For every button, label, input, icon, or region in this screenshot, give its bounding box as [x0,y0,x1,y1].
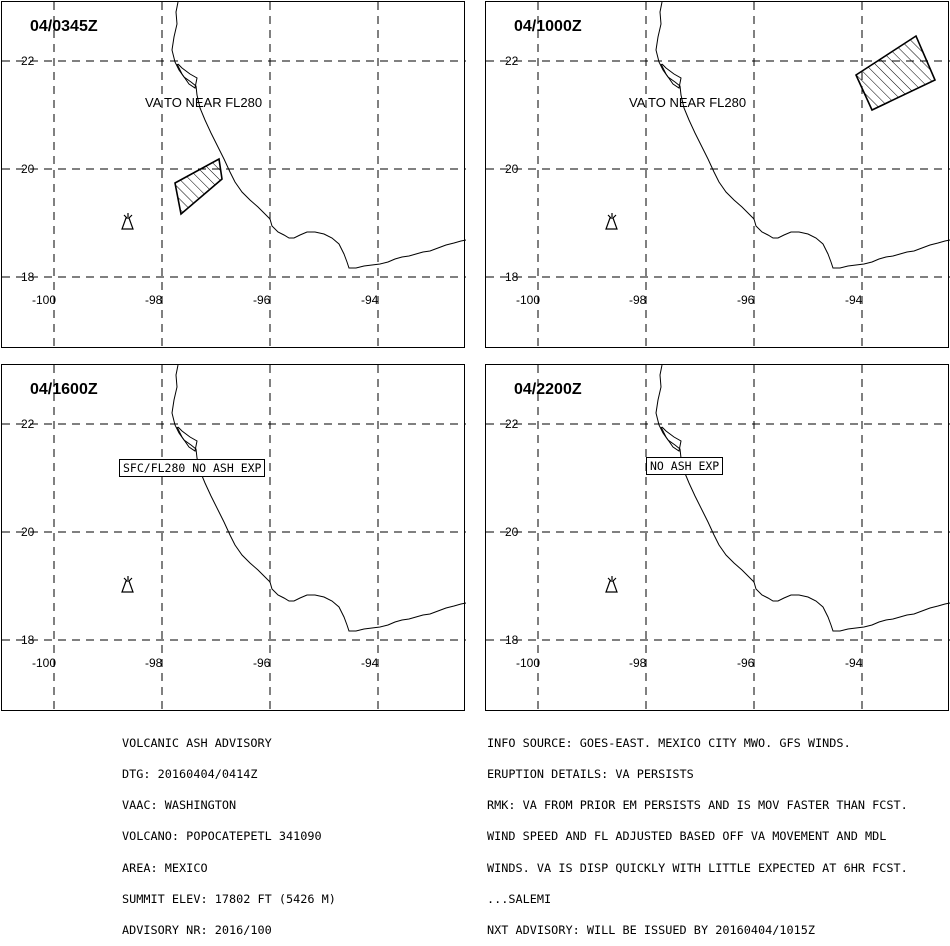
forecast-panel-1000z: 04/1000Z VA TO NEAR FL280 22 20 18 -100 … [485,1,950,349]
advisory-line: ...SALEMI [487,891,552,906]
advisory-line: VOLCANIC ASH ADVISORY [122,735,272,750]
forecast-panel-2200z: 04/2200Z NO ASH EXP 22 20 18 -100 -98 -9… [485,364,950,712]
lat-tick: 20 [21,162,35,176]
coastline [171,2,466,269]
volcano-icon [121,576,134,593]
ash-polygon [174,157,223,216]
advisory-line: VOLCANO: POPOCATEPETL 341090 [122,829,322,844]
lagoon-outline [176,426,198,452]
lon-tick: -96 [737,656,755,670]
ash-label: VA TO NEAR FL280 [145,95,263,110]
lon-tick: -98 [629,656,647,670]
lon-tick: -96 [253,293,271,307]
map-graphic [486,2,950,349]
lon-tick: -100 [32,293,57,307]
advisory-line: WIND SPEED AND FL ADJUSTED BASED OFF VA … [487,829,887,844]
ash-polygon [854,34,937,112]
lat-lon-grid [2,2,466,349]
lat-tick: 22 [505,54,519,68]
advisory-line: SUMMIT ELEV: 17802 FT (5426 M) [122,891,336,906]
ash-label: NO ASH EXP [646,457,724,475]
forecast-time: 04/2200Z [514,381,582,398]
lon-tick: -98 [145,656,163,670]
lon-tick: -94 [361,293,379,307]
lon-tick: -98 [145,293,163,307]
lon-tick: -100 [516,293,541,307]
lat-lon-grid [486,365,950,712]
advisory-line: ADVISORY NR: 2016/100 [122,923,272,938]
lagoon-outline [660,426,682,452]
lat-tick: 18 [21,633,35,647]
coastline [655,2,950,269]
map-graphic [2,2,466,349]
volcano-icon [121,213,134,230]
lat-tick: 18 [505,633,519,647]
lat-tick: 18 [21,270,35,284]
forecast-panel-0345z: 04/0345Z VA TO NEAR FL280 22 20 18 -100 … [1,1,466,349]
volcano-icon [605,213,618,230]
advisory-line: DTG: 20160404/0414Z [122,767,258,782]
lon-tick: -94 [845,656,863,670]
advisory-remarks: INFO SOURCE: GOES-EAST. MEXICO CITY MWO.… [487,717,908,946]
advisory-header: VOLCANIC ASH ADVISORY DTG: 20160404/0414… [122,717,336,946]
forecast-time: 04/1600Z [30,381,98,398]
advisory-line: ERUPTION DETAILS: VA PERSISTS [487,767,694,782]
lon-tick: -96 [737,293,755,307]
lon-tick: -100 [516,656,541,670]
lon-tick: -98 [629,293,647,307]
lat-tick: 22 [505,417,519,431]
ash-label: VA TO NEAR FL280 [629,95,747,110]
lat-tick: 20 [505,525,519,539]
lat-lon-grid [486,2,950,349]
lat-lon-grid [2,365,466,712]
lat-tick: 22 [21,54,35,68]
lat-tick: 18 [505,270,519,284]
lon-tick: -100 [32,656,57,670]
volcano-icon [605,576,618,593]
lat-tick: 20 [505,162,519,176]
advisory-line: NXT ADVISORY: WILL BE ISSUED BY 20160404… [487,923,816,938]
lon-tick: -94 [361,656,379,670]
advisory-line: AREA: MEXICO [122,860,208,875]
lon-tick: -96 [253,656,271,670]
lat-tick: 22 [21,417,35,431]
lagoon-outline [176,63,198,89]
lat-tick: 20 [21,525,35,539]
map-graphic [2,365,466,712]
ash-label: SFC/FL280 NO ASH EXP [119,459,266,477]
advisory-line: RMK: VA FROM PRIOR EM PERSISTS AND IS MO… [487,798,908,813]
lagoon-outline [660,63,682,89]
advisory-line: VAAC: WASHINGTON [122,798,237,813]
map-graphic [486,365,950,712]
lon-tick: -94 [845,293,863,307]
coastline [171,365,466,632]
advisory-line: INFO SOURCE: GOES-EAST. MEXICO CITY MWO.… [487,735,851,750]
coastline [655,365,950,632]
advisory-line: WINDS. VA IS DISP QUICKLY WITH LITTLE EX… [487,860,908,875]
forecast-time: 04/1000Z [514,18,582,35]
forecast-time: 04/0345Z [30,18,98,35]
forecast-panel-1600z: 04/1600Z SFC/FL280 NO ASH EXP 22 20 18 -… [1,364,466,712]
